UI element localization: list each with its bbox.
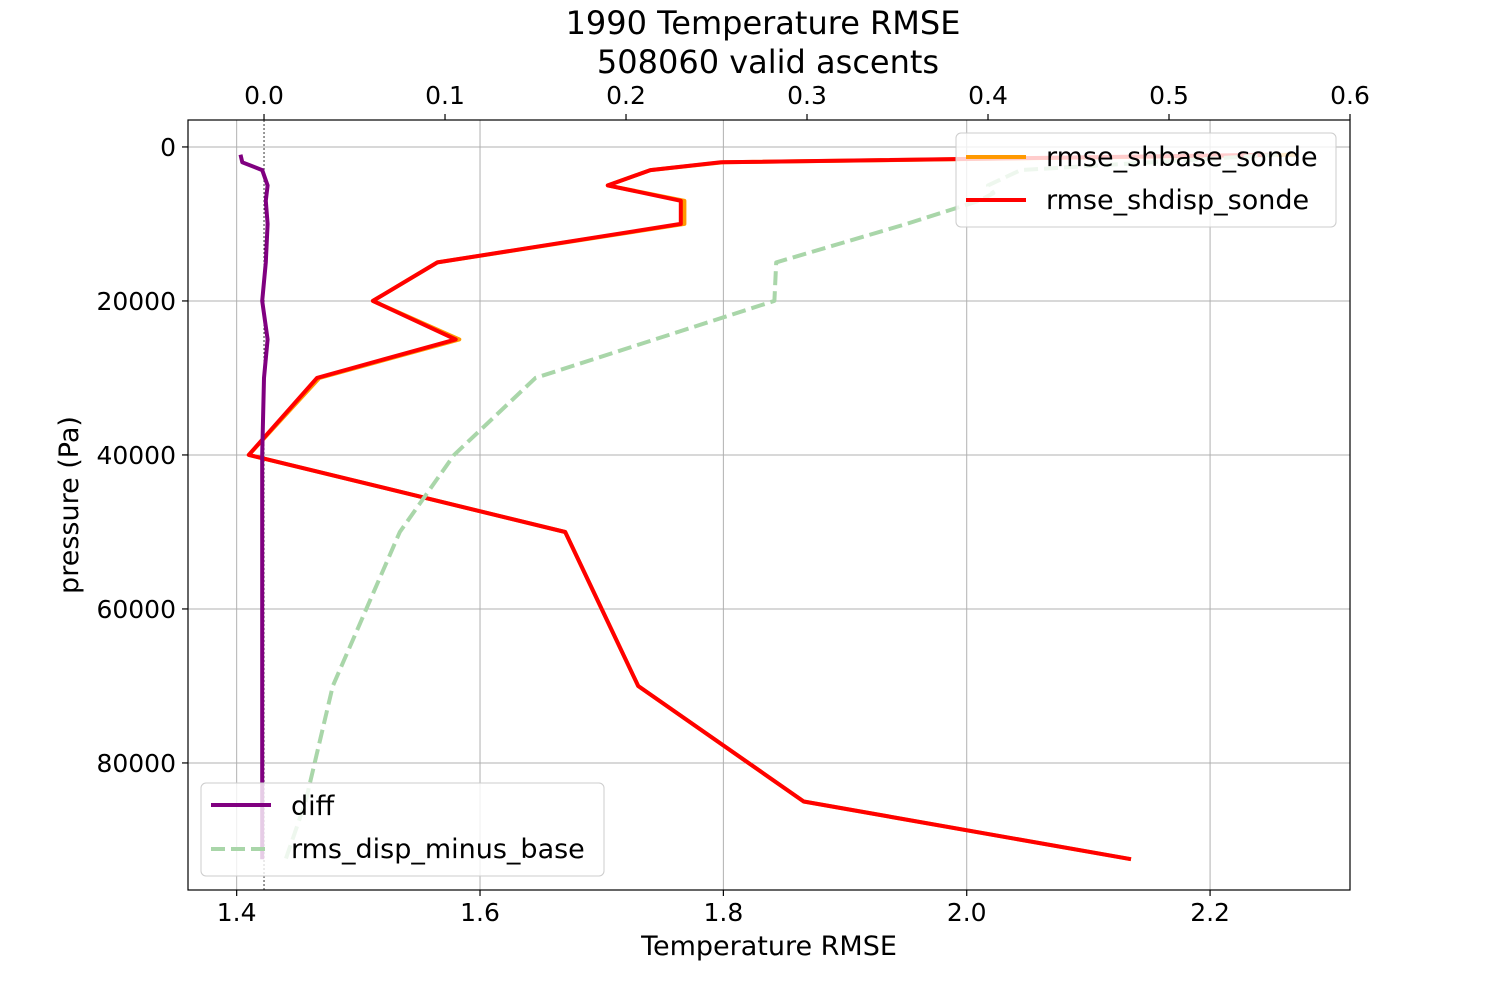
top-tick-label: 0.2 <box>606 81 646 110</box>
legend-label-rms-disp-minus-base: rms_disp_minus_base <box>291 834 585 865</box>
legend-label-diff: diff <box>291 791 336 822</box>
bottom-x-axis: 1.4 1.6 1.8 2.0 2.2 <box>217 890 1230 927</box>
y-tick-label: 60000 <box>96 595 176 624</box>
legend-label-rmse-shdisp-sonde: rmse_shdisp_sonde <box>1046 185 1309 216</box>
top-tick-label: 0.3 <box>787 81 827 110</box>
bottom-tick-label: 1.6 <box>460 898 500 927</box>
chart-title: 1990 Temperature RMSE <box>566 4 961 42</box>
chart-subtitle: 508060 valid ascents <box>597 43 939 81</box>
legend-bottom-left-box <box>200 782 605 877</box>
legend-bottom-left: diff rms_disp_minus_base <box>200 782 605 877</box>
y-tick-label: 0 <box>160 133 176 162</box>
bottom-tick-label: 1.8 <box>703 898 743 927</box>
bottom-tick-label: 1.4 <box>217 898 257 927</box>
y-tick-label: 40000 <box>96 441 176 470</box>
bottom-tick-label: 2.2 <box>1190 898 1230 927</box>
series-line-rmse-shdisp-sonde <box>246 152 1271 862</box>
legend-top-right-box <box>955 132 1337 228</box>
y-tick-label: 80000 <box>96 749 176 778</box>
series-line-rms-disp-minus-base <box>283 152 1278 860</box>
plot-frame <box>187 119 1351 891</box>
top-tick-label: 0.1 <box>425 81 465 110</box>
top-x-axis: 0.0 0.1 0.2 0.3 0.4 0.5 0.6 <box>244 81 1370 120</box>
top-tick-label: 0.0 <box>244 81 284 110</box>
legend-label-rmse-shbase-sonde: rmse_shbase_sonde <box>1046 142 1318 173</box>
legend-top-right: rmse_shbase_sonde rmse_shdisp_sonde <box>955 132 1337 228</box>
y-axis: 0 20000 40000 60000 80000 <box>96 133 188 778</box>
series-lines <box>238 152 1296 862</box>
top-tick-label: 0.5 <box>1149 81 1189 110</box>
y-axis-title: pressure (Pa) <box>54 416 85 594</box>
series-line-rmse-shbase-sonde <box>246 152 1296 862</box>
x-axis-title: Temperature RMSE <box>640 931 897 962</box>
top-tick-label: 0.4 <box>968 81 1008 110</box>
bottom-tick-label: 2.0 <box>947 898 987 927</box>
top-tick-label: 0.6 <box>1330 81 1370 110</box>
y-tick-label: 20000 <box>96 287 176 316</box>
grid <box>188 120 1350 890</box>
series-line-diff <box>238 154 270 860</box>
